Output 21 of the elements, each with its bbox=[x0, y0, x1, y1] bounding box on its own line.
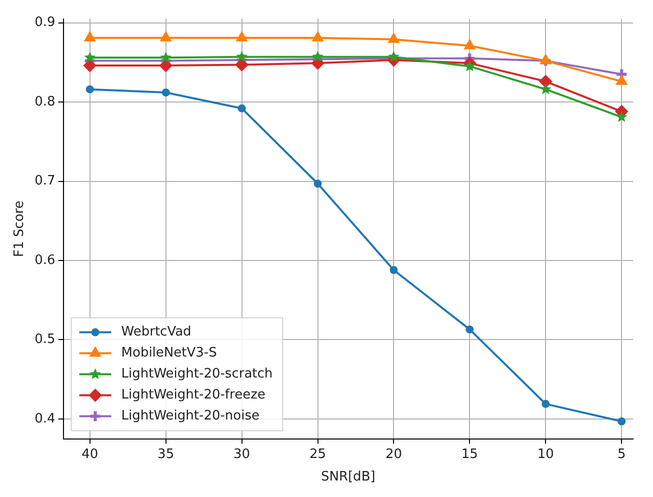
x-tick-label: 15 bbox=[461, 446, 478, 462]
x-tick-label: 20 bbox=[385, 446, 402, 462]
y-tick-label: 0.6 bbox=[34, 252, 56, 268]
legend-label: WebrtcVad bbox=[121, 324, 192, 340]
x-tick-label: 40 bbox=[82, 446, 98, 462]
y-tick-label: 0.7 bbox=[34, 174, 56, 189]
x-tick-label: 10 bbox=[537, 446, 554, 462]
legend-label: MobileNetV3-S bbox=[121, 346, 217, 361]
legend-label: LightWeight-20-noise bbox=[121, 408, 260, 424]
legend-label: LightWeight-20-freeze bbox=[121, 388, 266, 403]
y-axis-title: F1 Score bbox=[12, 200, 28, 257]
y-tick-label: 0.8 bbox=[34, 94, 56, 110]
x-tick-label: 35 bbox=[158, 446, 174, 462]
legend-label: LightWeight-20-scratch bbox=[121, 366, 273, 382]
x-axis-title: SNR[dB] bbox=[320, 470, 376, 485]
x-tick-label: 25 bbox=[309, 446, 326, 462]
x-tick-label: 30 bbox=[234, 446, 250, 462]
x-tick-label: 5 bbox=[617, 446, 626, 462]
y-tick-label: 0.4 bbox=[34, 411, 56, 426]
y-tick-label: 0.9 bbox=[34, 15, 56, 30]
y-tick-label: 0.5 bbox=[34, 332, 56, 348]
